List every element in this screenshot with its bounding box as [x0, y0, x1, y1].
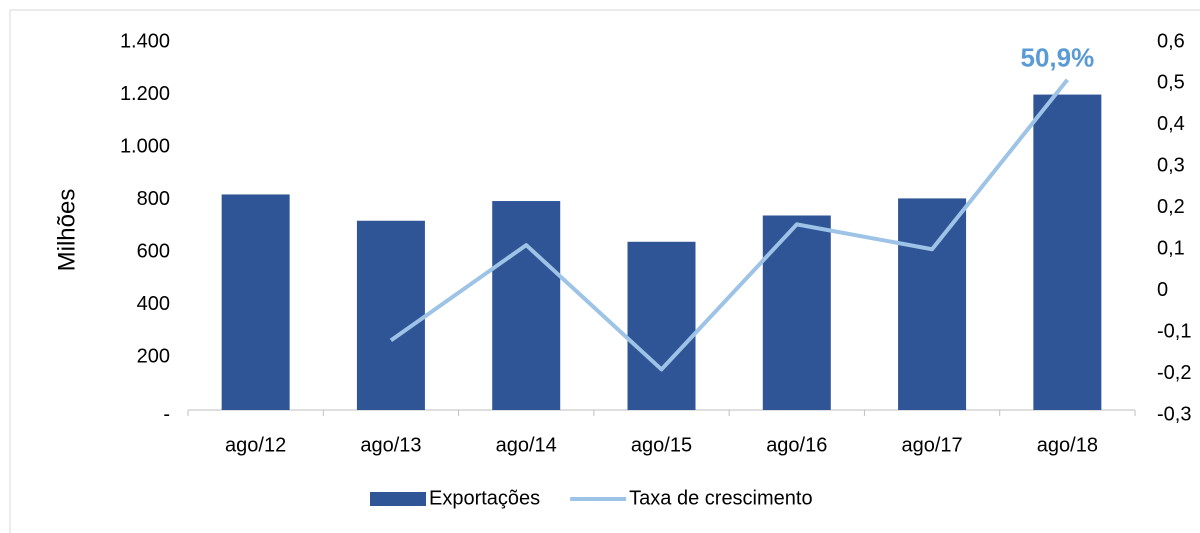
bar: [1033, 94, 1102, 411]
y-tick-label: 1.400: [120, 30, 170, 52]
y-tick-label: 800: [137, 188, 170, 210]
x-tick-label: ago/13: [360, 434, 421, 456]
y2-tick-label: 0,3: [1157, 155, 1185, 177]
y2-tick-label: 0,4: [1157, 113, 1185, 135]
y2-tick-label: -0,2: [1157, 362, 1191, 384]
y2-tick-label: 0,5: [1157, 72, 1185, 94]
y-tick-label: 400: [137, 293, 170, 315]
y2-tick-label: -0,3: [1157, 403, 1191, 425]
y-tick-label: -: [163, 403, 170, 425]
x-tick-label: ago/16: [766, 434, 827, 456]
bar: [492, 201, 561, 410]
x-tick-label: ago/14: [496, 434, 557, 456]
legend-label: Taxa de crescimento: [629, 487, 812, 509]
y2-tick-label: 0,1: [1157, 238, 1185, 260]
bar: [627, 241, 696, 410]
bar: [221, 194, 290, 410]
y-tick-label: 200: [137, 346, 170, 368]
line: [389, 78, 1069, 372]
x-tick-label: ago/17: [901, 434, 962, 456]
bar: [762, 215, 831, 410]
y-tick-label: 1.000: [120, 135, 170, 157]
y2-tick-label: 0: [1157, 279, 1168, 301]
bar: [898, 198, 967, 410]
x-tick-label: ago/15: [631, 434, 692, 456]
y2-tick-label: -0,1: [1157, 320, 1191, 342]
legend-label: Exportações: [429, 487, 540, 509]
y2-tick-label: 0,2: [1157, 196, 1185, 218]
bar: [356, 220, 425, 410]
x-tick-label: ago/18: [1037, 434, 1098, 456]
data-label: 50,9%: [1020, 43, 1094, 73]
y-tick-label: 1.200: [120, 83, 170, 105]
legend-swatch: [370, 492, 426, 506]
x-tick-label: ago/12: [225, 434, 286, 456]
y-axis-title: Milhões: [53, 189, 80, 272]
y-tick-label: 600: [137, 241, 170, 263]
y2-tick-label: 0,6: [1157, 30, 1185, 52]
